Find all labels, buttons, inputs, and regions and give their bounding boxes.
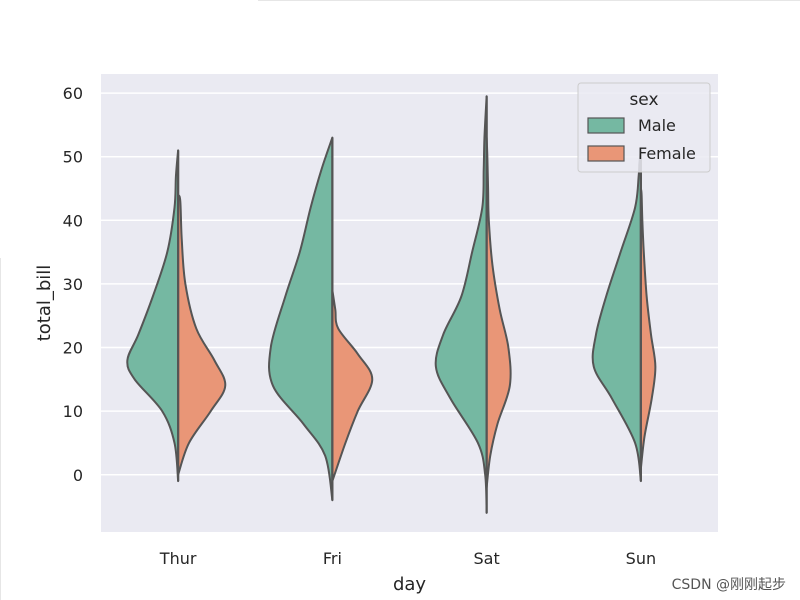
violin-thur-female bbox=[177, 193, 227, 476]
y-tick-label: 60 bbox=[63, 84, 83, 103]
x-axis-label: day bbox=[393, 574, 426, 595]
x-tick-label: Fri bbox=[323, 549, 342, 568]
y-tick-label: 40 bbox=[63, 211, 83, 230]
legend-items: Male Female bbox=[587, 116, 696, 163]
violin-sat-male bbox=[434, 95, 488, 514]
x-tick-label: Sat bbox=[474, 549, 500, 568]
y-tick-label: 30 bbox=[63, 275, 83, 294]
y-axis-ticks: 0 10 20 30 40 50 60 bbox=[63, 84, 83, 485]
legend-label-male: Male bbox=[638, 116, 676, 135]
x-tick-label: Sun bbox=[626, 549, 656, 568]
left-border-line bbox=[0, 258, 1, 600]
y-tick-label: 10 bbox=[63, 402, 83, 421]
legend-label-female: Female bbox=[638, 144, 696, 163]
legend[interactable]: sex Male Female bbox=[577, 82, 711, 173]
x-tick-label: Thur bbox=[159, 549, 197, 568]
top-border-line bbox=[258, 0, 800, 1]
grid-lines bbox=[101, 92, 718, 476]
violin-thur-male bbox=[126, 149, 180, 483]
y-tick-label: 50 bbox=[63, 148, 83, 167]
y-tick-label: 20 bbox=[63, 339, 83, 358]
watermark: CSDN @刚刚起步 bbox=[671, 577, 786, 593]
legend-title: sex bbox=[629, 90, 658, 110]
violin-fri-male bbox=[268, 136, 334, 502]
violins bbox=[126, 95, 657, 514]
violin-fri-female bbox=[331, 289, 374, 483]
legend-swatch-female bbox=[587, 145, 625, 162]
y-axis-label: total_bill bbox=[34, 265, 55, 342]
y-tick-label: 0 bbox=[73, 466, 83, 485]
x-axis-ticks: Thur Fri Sat Sun bbox=[159, 549, 656, 568]
legend-swatch-male bbox=[587, 117, 625, 134]
violin-sat-female bbox=[485, 136, 512, 489]
